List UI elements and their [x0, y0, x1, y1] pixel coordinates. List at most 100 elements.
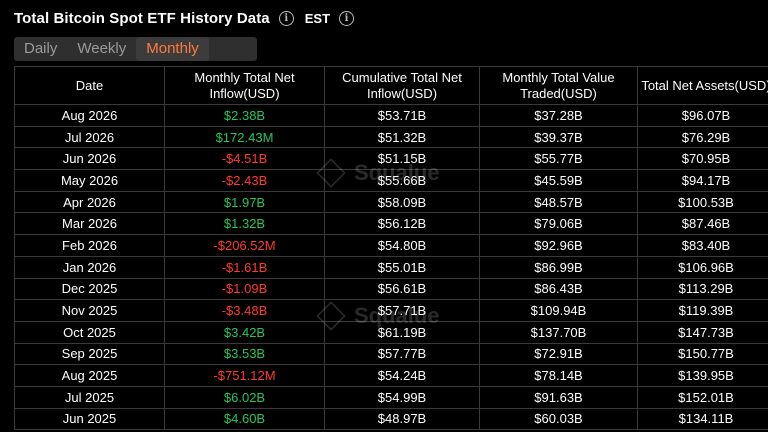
table-row: Aug 2026 $2.38B $53.71B $37.28B $96.07B: [14, 104, 768, 127]
cell-date: Mar 2026: [14, 212, 165, 236]
cell-cumulative-net-inflow: $57.77B: [324, 342, 480, 366]
cell-value-traded: $45.59B: [479, 169, 638, 192]
cell-date: Apr 2026: [14, 190, 165, 214]
cell-total-net-assets: $113.29B: [637, 277, 768, 301]
cell-monthly-net-inflow: -$751.12M: [164, 364, 325, 387]
cell-total-net-assets: $150.77B: [637, 342, 768, 366]
cell-cumulative-net-inflow: $48.97B: [324, 407, 480, 431]
cell-value-traded: $86.99B: [479, 255, 638, 279]
cell-cumulative-net-inflow: $54.99B: [324, 385, 480, 409]
cell-total-net-assets: $94.17B: [637, 169, 768, 192]
cell-cumulative-net-inflow: $51.15B: [324, 147, 480, 171]
cell-total-net-assets: $152.01B: [637, 385, 768, 409]
table-row: Sep 2025 $3.53B $57.77B $72.91B $150.77B: [14, 342, 768, 366]
cell-cumulative-net-inflow: $57.71B: [324, 299, 480, 322]
table-row: Jul 2025 $6.02B $54.99B $91.63B $152.01B: [14, 385, 768, 409]
cell-monthly-net-inflow: -$2.43B: [164, 169, 325, 192]
cell-value-traded: $78.14B: [479, 364, 638, 387]
etf-history-table: Date Monthly Total Net Inflow(USD) Cumul…: [14, 66, 768, 431]
cell-value-traded: $39.37B: [479, 125, 638, 149]
cell-cumulative-net-inflow: $56.61B: [324, 277, 480, 301]
col-cumulative-net-inflow: Cumulative Total Net Inflow(USD): [324, 66, 480, 105]
cell-total-net-assets: $70.95B: [637, 147, 768, 171]
cell-value-traded: $79.06B: [479, 212, 638, 236]
cell-value-traded: $91.63B: [479, 385, 638, 409]
cell-value-traded: $72.91B: [479, 342, 638, 366]
cell-value-traded: $55.77B: [479, 147, 638, 171]
table-row: Jul 2026 $172.43M $51.32B $39.37B $76.29B: [14, 125, 768, 149]
page-header: Total Bitcoin Spot ETF History Data i ES…: [14, 8, 355, 28]
cell-date: Aug 2025: [14, 364, 165, 387]
cell-date: Aug 2026: [14, 104, 165, 127]
cell-date: Dec 2025: [14, 277, 165, 301]
cell-value-traded: $92.96B: [479, 234, 638, 257]
cell-monthly-net-inflow: $172.43M: [164, 125, 325, 149]
cell-date: Jul 2026: [14, 125, 165, 149]
tab-monthly[interactable]: Monthly: [136, 37, 209, 61]
cell-total-net-assets: $147.73B: [637, 320, 768, 344]
cell-date: May 2026: [14, 169, 165, 192]
cell-date: Jun 2025: [14, 407, 165, 431]
timezone-label: EST: [304, 10, 331, 26]
cell-value-traded: $86.43B: [479, 277, 638, 301]
table-row: Aug 2025 -$751.12M $54.24B $78.14B $139.95B: [14, 364, 768, 387]
cell-value-traded: $137.70B: [479, 320, 638, 344]
table-header-row: Date Monthly Total Net Inflow(USD) Cumul…: [14, 66, 768, 105]
cell-monthly-net-inflow: $1.97B: [164, 190, 325, 214]
cell-cumulative-net-inflow: $54.80B: [324, 234, 480, 257]
cell-total-net-assets: $96.07B: [637, 104, 768, 127]
cell-cumulative-net-inflow: $53.71B: [324, 104, 480, 127]
cell-cumulative-net-inflow: $55.01B: [324, 255, 480, 279]
table-body: Aug 2026 $2.38B $53.71B $37.28B $96.07B Jul 2…: [14, 104, 768, 431]
tab-weekly[interactable]: Weekly: [77, 40, 127, 57]
cell-cumulative-net-inflow: $54.24B: [324, 364, 480, 387]
cell-date: Jun 2026: [14, 147, 165, 171]
cell-total-net-assets: $106.96B: [637, 255, 768, 279]
cell-value-traded: $60.03B: [479, 407, 638, 431]
table-row: Nov 2025 -$3.48B $57.71B $109.94B $119.39B: [14, 299, 768, 322]
table-row: Apr 2026 $1.97B $58.09B $48.57B $100.53B: [14, 190, 768, 214]
cell-monthly-net-inflow: -$4.51B: [164, 147, 325, 171]
col-value-traded: Monthly Total Value Traded(USD): [479, 66, 638, 105]
cell-monthly-net-inflow: -$1.09B: [164, 277, 325, 301]
table-row: Dec 2025 -$1.09B $56.61B $86.43B $113.29B: [14, 277, 768, 301]
cell-date: Jul 2025: [14, 385, 165, 409]
cell-date: Oct 2025: [14, 320, 165, 344]
page-title: Total Bitcoin Spot ETF History Data: [14, 9, 270, 27]
cell-total-net-assets: $139.95B: [637, 364, 768, 387]
table-row: Jan 2026 -$1.61B $55.01B $86.99B $106.96B: [14, 255, 768, 279]
cell-monthly-net-inflow: -$1.61B: [164, 255, 325, 279]
cell-date: Jan 2026: [14, 255, 165, 279]
table-row: Feb 2026 -$206.52M $54.80B $92.96B $83.40B: [14, 234, 768, 257]
cell-date: Nov 2025: [14, 299, 165, 322]
cell-date: Sep 2025: [14, 342, 165, 366]
cell-total-net-assets: $87.46B: [637, 212, 768, 236]
tab-daily[interactable]: Daily: [24, 40, 58, 57]
cell-value-traded: $37.28B: [479, 104, 638, 127]
cell-monthly-net-inflow: $2.38B: [164, 104, 325, 127]
cell-cumulative-net-inflow: $61.19B: [324, 320, 480, 344]
timezone-info-icon[interactable]: i: [339, 10, 355, 26]
cell-total-net-assets: $83.40B: [637, 234, 768, 257]
cell-monthly-net-inflow: -$3.48B: [164, 299, 325, 322]
cell-cumulative-net-inflow: $58.09B: [324, 190, 480, 214]
cell-cumulative-net-inflow: $51.32B: [324, 125, 480, 149]
col-monthly-net-inflow: Monthly Total Net Inflow(USD): [164, 66, 325, 105]
cell-total-net-assets: $100.53B: [637, 190, 768, 214]
info-icon[interactable]: i: [278, 10, 294, 26]
cell-total-net-assets: $134.11B: [637, 407, 768, 431]
cell-monthly-net-inflow: $3.53B: [164, 342, 325, 366]
period-tabs: Daily Weekly Monthly: [14, 37, 257, 61]
cell-monthly-net-inflow: $6.02B: [164, 385, 325, 409]
cell-value-traded: $109.94B: [479, 299, 638, 322]
table-row: Jun 2026 -$4.51B $51.15B $55.77B $70.95B: [14, 147, 768, 171]
col-total-net-assets: Total Net Assets(USD): [637, 66, 768, 105]
cell-total-net-assets: $119.39B: [637, 299, 768, 322]
table-row: Jun 2025 $4.60B $48.97B $60.03B $134.11B: [14, 407, 768, 431]
table-row: Mar 2026 $1.32B $56.12B $79.06B $87.46B: [14, 212, 768, 236]
cell-total-net-assets: $76.29B: [637, 125, 768, 149]
cell-monthly-net-inflow: $1.32B: [164, 212, 325, 236]
col-date: Date: [14, 66, 165, 105]
cell-monthly-net-inflow: $4.60B: [164, 407, 325, 431]
table-row: Oct 2025 $3.42B $61.19B $137.70B $147.73B: [14, 320, 768, 344]
